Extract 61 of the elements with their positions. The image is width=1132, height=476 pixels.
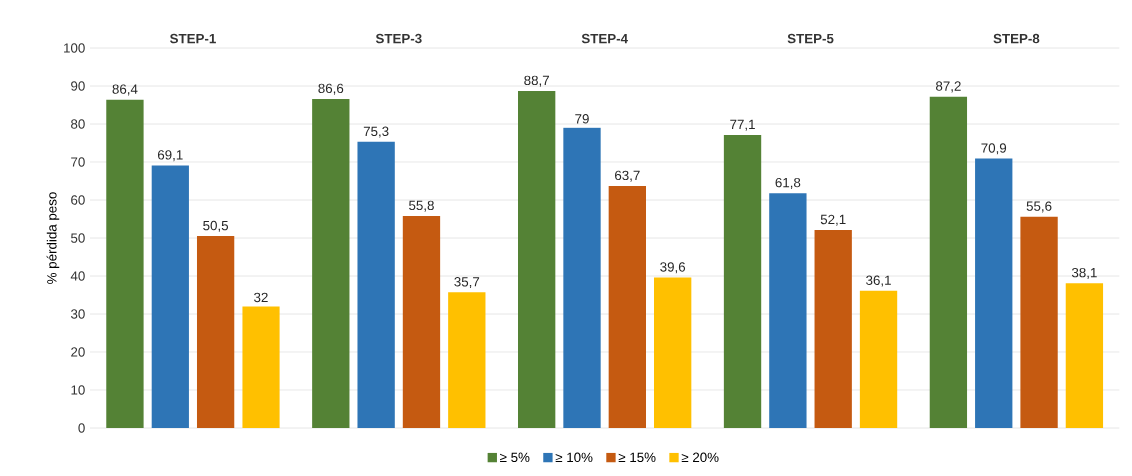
data-label: 38,1 (1071, 267, 1097, 279)
bar (402, 215, 441, 428)
data-label: 70,9 (981, 143, 1007, 155)
data-label: 86,6 (318, 83, 344, 95)
bar (196, 236, 235, 428)
x-tick-label: STEP-3 (375, 33, 422, 44)
bar (859, 290, 898, 428)
y-tick-label: 80 (71, 119, 85, 129)
y-tick-label: 70 (71, 157, 85, 167)
bar (357, 141, 395, 428)
bar (151, 165, 189, 428)
data-label: 75,3 (363, 126, 389, 138)
x-tick-label: STEP-1 (169, 33, 216, 44)
bar (654, 277, 692, 428)
data-label: 86,4 (112, 84, 138, 96)
bar (975, 158, 1013, 428)
y-tick-label: 90 (71, 81, 85, 91)
legend-label: ≥ 10% (555, 452, 593, 463)
y-tick-label: 30 (70, 309, 85, 319)
data-label: 32 (254, 292, 268, 303)
legend-label: ≥ 5% (500, 452, 530, 463)
data-label: 55,6 (1026, 201, 1052, 213)
bar (448, 292, 486, 428)
bar (769, 193, 807, 428)
data-label: 87,2 (936, 81, 961, 93)
legend-label: ≥ 20% (681, 452, 719, 463)
bar (518, 90, 556, 428)
bar (814, 230, 852, 428)
bar (563, 127, 601, 428)
data-label: 77,1 (730, 119, 755, 131)
data-label: 79 (575, 114, 589, 124)
y-tick-label: 40 (70, 271, 85, 281)
data-label: 69,1 (157, 150, 183, 162)
bar (1020, 216, 1058, 428)
legend-label: ≥ 15% (618, 452, 656, 463)
x-tick-label: STEP-5 (787, 33, 834, 44)
y-tick-label: 0 (78, 423, 85, 433)
data-label: 55,8 (409, 200, 434, 212)
bar (106, 99, 144, 428)
y-tick-label: 100 (64, 43, 85, 53)
y-axis-title: % pérdida peso (46, 192, 60, 284)
data-label: 36,1 (866, 275, 891, 287)
bar (312, 98, 350, 428)
data-label: 35,7 (454, 277, 480, 289)
y-tick-label: 20 (71, 347, 85, 357)
y-tick-label: 50 (71, 233, 85, 243)
bar (242, 306, 280, 428)
bar (608, 185, 646, 428)
y-tick-label: 10 (71, 385, 85, 395)
data-label: 63,7 (615, 170, 640, 182)
data-label: 50,5 (203, 220, 229, 232)
x-tick-label: STEP-4 (581, 33, 628, 44)
x-tick-label: STEP-8 (993, 33, 1040, 44)
data-label: 88,7 (524, 75, 549, 87)
bar (723, 135, 762, 428)
bar (1065, 283, 1104, 428)
data-label: 61,8 (775, 177, 801, 189)
y-tick-label: 60 (71, 195, 85, 205)
data-label: 39,6 (660, 262, 686, 274)
data-label: 52,1 (820, 214, 846, 226)
bar (929, 96, 968, 428)
